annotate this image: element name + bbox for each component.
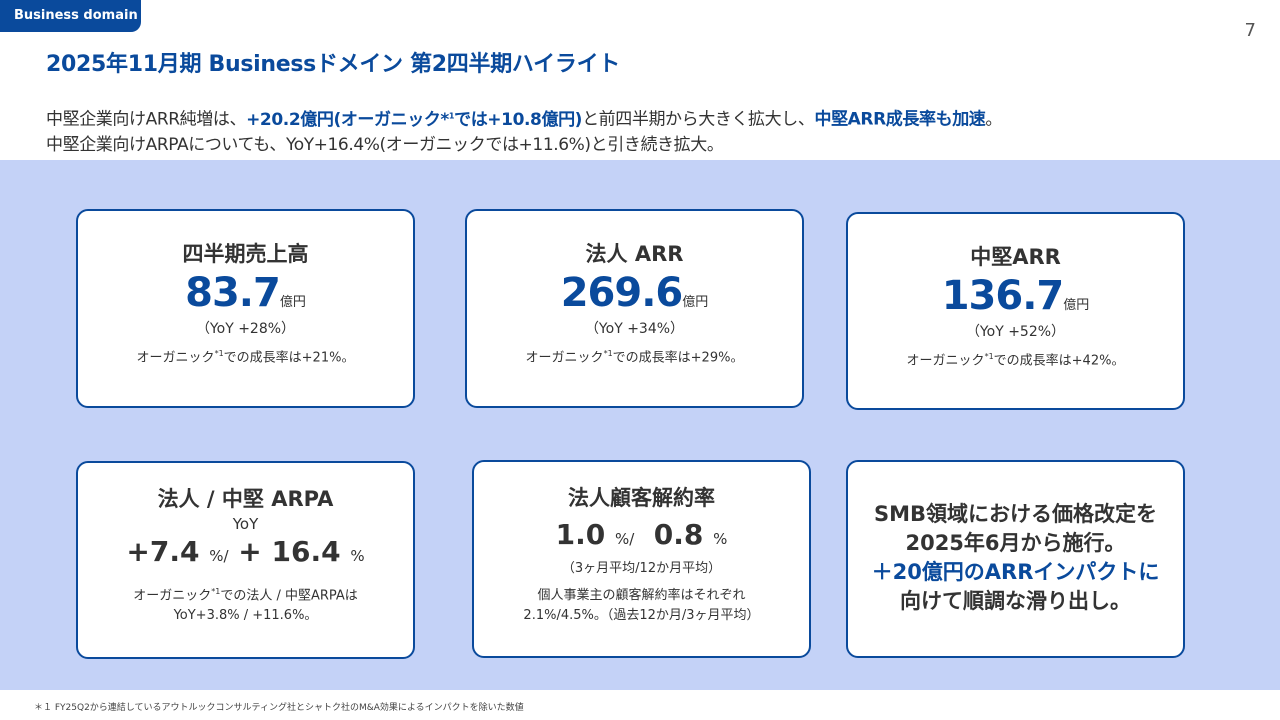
page-title: 2025年11月期 Businessドメイン 第2四半期ハイライト xyxy=(46,52,620,77)
organic-note: オーガニック*1での成長率は+42%。 xyxy=(906,352,1125,369)
organic-note: オーガニック*1での成長率は+21%。 xyxy=(136,349,355,366)
smb-line-3: ＋20億円のARRインパクトに xyxy=(871,560,1160,584)
smb-line-2: 2025年6月から施行。 xyxy=(905,531,1126,555)
smb-message: SMB領域における価格改定を 2025年6月から施行。 ＋20億円のARRインパ… xyxy=(848,500,1183,616)
kpi-value: 269.6億円 xyxy=(560,270,709,316)
intro-text-1f: 。 xyxy=(985,109,1003,130)
card-subtitle: YoY xyxy=(232,515,259,533)
kpi-value: 136.7億円 xyxy=(941,273,1090,319)
smb-line-4: 向けて順調な滑り出し。 xyxy=(900,589,1131,613)
yoy-label: （YoY +34%） xyxy=(584,321,685,337)
intro-highlight-growth: 中堅ARR成長率も加速 xyxy=(814,109,986,130)
card-smb-pricing: SMB領域における価格改定を 2025年6月から施行。 ＋20億円のARRインパ… xyxy=(846,460,1185,658)
intro-highlight-arr: +20.2億円(オーガニック*1では+10.8億円) xyxy=(246,109,583,130)
intro-text: 中堅企業向けARR純増は、+20.2億円(オーガニック*1では+10.8億円)と… xyxy=(46,103,1246,158)
card-corporate-arr: 法人 ARR 269.6億円 （YoY +34%） オーガニック*1での成長率は… xyxy=(465,209,804,408)
intro-text-1d: と前四半期から大きく拡大し、 xyxy=(582,109,815,130)
card-title: 法人 / 中堅 ARPA xyxy=(157,487,334,511)
churn-period: （3ヶ月平均/12か月平均） xyxy=(561,561,722,576)
churn-note: 個人事業主の顧客解約率はそれぞれ 2.1%/4.5%。（過去12か月/3ヶ月平均） xyxy=(523,588,760,623)
page-number: 7 xyxy=(1244,20,1256,41)
intro-line-1: 中堅企業向けARR純増は、+20.2億円(オーガニック*1では+10.8億円)と… xyxy=(46,103,1246,133)
card-quarterly-revenue: 四半期売上高 83.7億円 （YoY +28%） オーガニック*1での成長率は+… xyxy=(76,209,415,408)
card-arpa: 法人 / 中堅 ARPA YoY +7.4 %/ + 16.4 % オーガニック… xyxy=(76,461,415,659)
card-churn: 法人顧客解約率 1.0 %/ 0.8 % （3ヶ月平均/12か月平均） 個人事業… xyxy=(472,460,811,658)
smb-line-1: SMB領域における価格改定を xyxy=(873,502,1158,526)
footnote: ＊１ FY25Q2から連結しているアウトルックコンサルティング社とシャトク社のM… xyxy=(34,703,524,713)
intro-line-2: 中堅企業向けARPAについても、YoY+16.4%(オーガニックでは+11.6%… xyxy=(46,134,724,155)
churn-values: 1.0 %/ 0.8 % xyxy=(555,518,728,551)
card-title: 法人顧客解約率 xyxy=(568,486,715,510)
section-tag: Business domain xyxy=(0,0,141,32)
organic-note: オーガニック*1での法人 / 中堅ARPAは YoY+3.8% / +11.6%。 xyxy=(133,587,358,624)
yoy-label: （YoY +28%） xyxy=(195,321,296,337)
intro-text-1a: 中堅企業向けARR純増は、 xyxy=(46,109,247,130)
kpi-value: 83.7億円 xyxy=(185,270,306,316)
yoy-label: （YoY +52%） xyxy=(965,324,1066,340)
organic-note: オーガニック*1での成長率は+29%。 xyxy=(525,349,744,366)
card-title: 法人 ARR xyxy=(585,242,684,266)
card-title: 四半期売上高 xyxy=(182,242,309,266)
card-title: 中堅ARR xyxy=(970,245,1061,269)
arpa-values: +7.4 %/ + 16.4 % xyxy=(126,535,365,568)
card-mid-arr: 中堅ARR 136.7億円 （YoY +52%） オーガニック*1での成長率は+… xyxy=(846,212,1185,410)
